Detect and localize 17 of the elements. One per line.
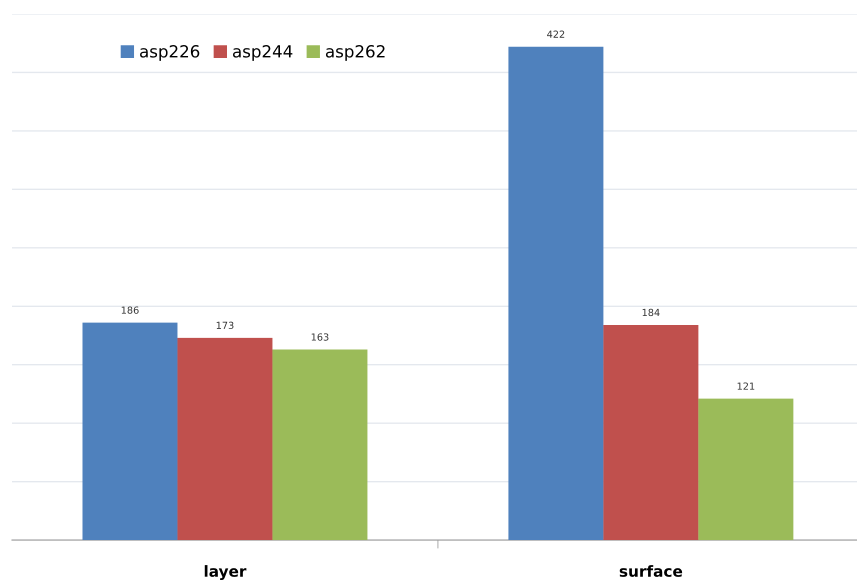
x-tick-label: layer — [204, 565, 246, 580]
bar — [177, 338, 272, 540]
legend-label: asp262 — [326, 45, 385, 61]
data-label: 173 — [216, 322, 234, 329]
bar — [698, 398, 794, 540]
bar — [508, 46, 604, 540]
bar — [272, 350, 368, 540]
legend-label: asp244 — [232, 45, 292, 61]
data-label: 186 — [122, 306, 139, 314]
data-label: 184 — [642, 308, 660, 316]
data-label: 422 — [547, 30, 564, 38]
data-label: 163 — [312, 333, 328, 341]
bar — [82, 322, 178, 540]
bar — [603, 324, 698, 540]
x-tick-label: surface — [620, 565, 682, 577]
legend-label: asp226 — [140, 45, 200, 61]
data-label: 121 — [738, 382, 754, 390]
